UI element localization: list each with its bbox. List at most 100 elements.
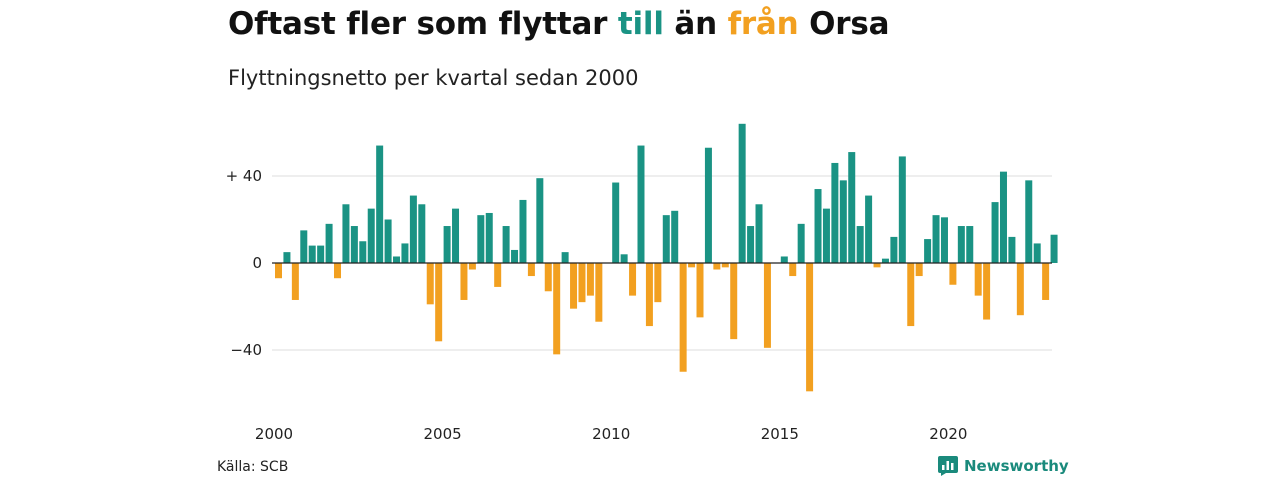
bar (797, 223, 805, 263)
bar (435, 263, 443, 342)
newsworthy-logo-icon (938, 456, 958, 476)
bar (848, 152, 856, 263)
bar (881, 258, 889, 263)
bar (974, 263, 982, 296)
bar (999, 171, 1007, 263)
bar (1025, 180, 1033, 263)
y-tick-label: 0 (252, 254, 262, 272)
bar (376, 145, 384, 263)
bar (932, 215, 940, 263)
bar (983, 263, 991, 320)
bar (940, 217, 948, 263)
bar (662, 215, 670, 263)
bar (856, 226, 864, 263)
bar (308, 245, 316, 263)
bar (1050, 234, 1058, 263)
bar (637, 145, 645, 263)
bar (629, 263, 637, 296)
bar (342, 204, 350, 263)
bar (527, 263, 535, 277)
bar (367, 208, 375, 263)
bar (578, 263, 586, 303)
bar (721, 263, 729, 268)
brand-logo[interactable]: Newsworthy (938, 456, 1069, 476)
bar (654, 263, 662, 303)
bar (730, 263, 738, 340)
bar (780, 256, 788, 263)
bar (359, 241, 367, 263)
bar (1033, 243, 1041, 263)
bar (763, 263, 771, 348)
bar (409, 195, 417, 263)
x-tick-label: 2000 (255, 425, 293, 443)
title-part-1: Oftast fler som flyttar (228, 6, 618, 42)
bar (334, 263, 342, 279)
bar (401, 243, 409, 263)
bar (1042, 263, 1050, 300)
bar (957, 226, 965, 263)
bar (747, 226, 755, 263)
bar (865, 195, 873, 263)
bar (671, 210, 679, 263)
bar (460, 263, 468, 300)
bar (570, 263, 578, 309)
bar (755, 204, 763, 263)
bar (325, 223, 333, 263)
x-tick-label: 2020 (929, 425, 967, 443)
bar (991, 202, 999, 263)
chart-subtitle: Flyttningsnetto per kvartal sedan 2000 (228, 66, 639, 90)
bar (494, 263, 502, 287)
bar (789, 263, 797, 277)
bar (831, 162, 839, 263)
bar (561, 252, 569, 264)
bar (502, 226, 510, 263)
bar (966, 226, 974, 263)
bar (713, 263, 721, 270)
bar (1016, 263, 1024, 316)
x-tick-label: 2015 (761, 425, 799, 443)
bar (679, 263, 687, 372)
bar (806, 263, 814, 392)
y-tick-label: + 40 (226, 167, 262, 185)
bar (477, 215, 485, 263)
bar (317, 245, 325, 263)
bar (350, 226, 358, 263)
bar (485, 212, 493, 263)
bar (915, 263, 923, 277)
bar (738, 123, 746, 263)
bar (443, 226, 451, 263)
bar (924, 239, 932, 263)
bar (300, 230, 308, 264)
bar (393, 256, 401, 263)
title-part-2: än (663, 6, 728, 42)
x-tick-label: 2010 (592, 425, 630, 443)
bar (291, 263, 299, 300)
bar (536, 178, 544, 263)
bar (511, 249, 519, 263)
bar (468, 263, 476, 270)
bar (873, 263, 881, 268)
bar (595, 263, 603, 322)
bar (519, 199, 527, 263)
bar (426, 263, 434, 305)
bar (612, 182, 620, 263)
bar (1008, 236, 1016, 263)
brand-name: Newsworthy (964, 457, 1069, 475)
bar (949, 263, 957, 285)
chart-title: Oftast fler som flyttar till än från Ors… (228, 6, 890, 42)
x-tick-label: 2005 (424, 425, 462, 443)
bar (890, 236, 898, 263)
bar (384, 219, 392, 263)
bar (452, 208, 460, 263)
bar (553, 263, 561, 355)
bar (275, 263, 282, 279)
bar (620, 254, 628, 263)
bar (688, 263, 696, 268)
source-label: Källa: SCB (217, 459, 289, 475)
bar (704, 147, 712, 263)
bar (907, 263, 915, 327)
bar (822, 208, 830, 263)
title-word-fran: från (727, 6, 799, 42)
bar (544, 263, 552, 292)
